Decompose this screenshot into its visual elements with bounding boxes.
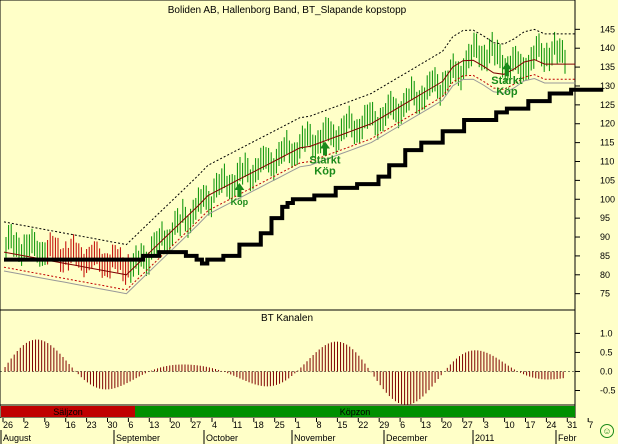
y-tick-label: 75: [600, 289, 610, 299]
axis-layer: 7580859095100105110115120125130135140145…: [0, 24, 616, 444]
band-line: [3, 77, 576, 295]
buy-arrow-icon: [234, 183, 245, 198]
x-tick-label: 9: [45, 420, 50, 430]
annotation-label: Starkt Köp: [309, 155, 341, 178]
x-tick-label: 27: [463, 420, 473, 430]
x-tick-label: 23: [87, 420, 97, 430]
x-tick-label: 11: [233, 420, 242, 430]
month-label: Febr: [558, 433, 577, 443]
y-tick-label: 115: [600, 138, 614, 148]
y-tick-label: 125: [600, 100, 615, 110]
x-tick-label: 7: [588, 420, 593, 430]
zone-layer: Säljzon Köpzon: [1, 406, 575, 417]
y-tick-label: 95: [600, 213, 610, 223]
indicator-layer: [0, 339, 575, 405]
zone-label: Köpzon: [340, 407, 371, 417]
x-tick-label: 8: [317, 420, 322, 430]
x-tick-label: 26: [3, 420, 13, 430]
ind-y-tick-label: -0.5: [600, 385, 616, 395]
x-tick-label: 1: [296, 420, 301, 430]
y-tick-label: 135: [600, 62, 615, 72]
x-tick-label: 4: [212, 420, 217, 430]
chart-title: Boliden AB, Hallenborg Band, BT_Slapande…: [168, 5, 407, 16]
indicator-title: BT Kanalen: [261, 313, 313, 324]
zone-segment: [135, 406, 575, 417]
xaxis-panel: [0, 418, 618, 444]
x-tick-label: 20: [442, 420, 452, 430]
buy-arrow-icon: [501, 62, 512, 77]
x-tick-label: 27: [191, 420, 201, 430]
month-label: October: [206, 433, 238, 443]
x-tick-label: 17: [526, 420, 536, 430]
x-tick-label: 2: [24, 420, 29, 430]
y-tick-label: 120: [600, 119, 615, 129]
band-line: [3, 59, 576, 276]
y-tick-label: 85: [600, 251, 610, 261]
y-tick-label: 110: [600, 157, 614, 167]
x-tick-label: 6: [400, 420, 405, 430]
zone-segment: [1, 406, 135, 417]
x-tick-label: 22: [358, 420, 368, 430]
y-tick-label: 130: [600, 81, 615, 91]
ind-y-tick-label: 0.0: [600, 366, 613, 376]
x-tick-label: 13: [149, 420, 159, 430]
ind-y-tick-label: 1.0: [600, 328, 613, 338]
ind-y-tick-label: 0.5: [600, 347, 613, 357]
band-line: [3, 74, 576, 291]
x-tick-label: 6: [128, 420, 133, 430]
trailing-stop-line: [4, 87, 604, 266]
x-tick-label: 31: [567, 420, 577, 430]
y-tick-label: 145: [600, 24, 615, 34]
x-tick-label: 20: [170, 420, 180, 430]
x-tick-label: 10: [505, 420, 515, 430]
x-tick-label: 24: [546, 420, 556, 430]
y-tick-label: 80: [600, 270, 610, 280]
month-label: 2011: [475, 433, 494, 443]
month-label: November: [294, 433, 336, 443]
buy-arrow-icon: [320, 141, 330, 156]
month-label: December: [386, 433, 428, 443]
band-line: [3, 28, 576, 246]
x-tick-label: 30: [108, 420, 118, 430]
x-tick-label: 16: [66, 420, 76, 430]
indicator-panel: [0, 309, 576, 406]
month-label: September: [116, 433, 160, 443]
smiley-icon[interactable]: ☺: [600, 424, 614, 438]
y-tick-label: 140: [600, 43, 615, 53]
price-layer: Köp Starkt Köp Starkt Köp: [3, 28, 604, 295]
x-tick-label: 18: [254, 420, 264, 430]
x-tick-label: 15: [337, 420, 347, 430]
y-tick-label: 90: [600, 232, 610, 242]
month-label: August: [3, 433, 32, 443]
annotation-label: Starkt Köp: [491, 75, 523, 98]
y-tick-label: 100: [600, 194, 615, 204]
x-tick-label: 29: [379, 420, 389, 430]
annotation-label: Köp: [231, 197, 249, 207]
x-tick-label: 25: [275, 420, 285, 430]
x-tick-label: 13: [421, 420, 431, 430]
y-tick-label: 105: [600, 175, 615, 185]
zone-label: Säljzon: [53, 407, 83, 417]
x-tick-label: 3: [484, 420, 489, 430]
